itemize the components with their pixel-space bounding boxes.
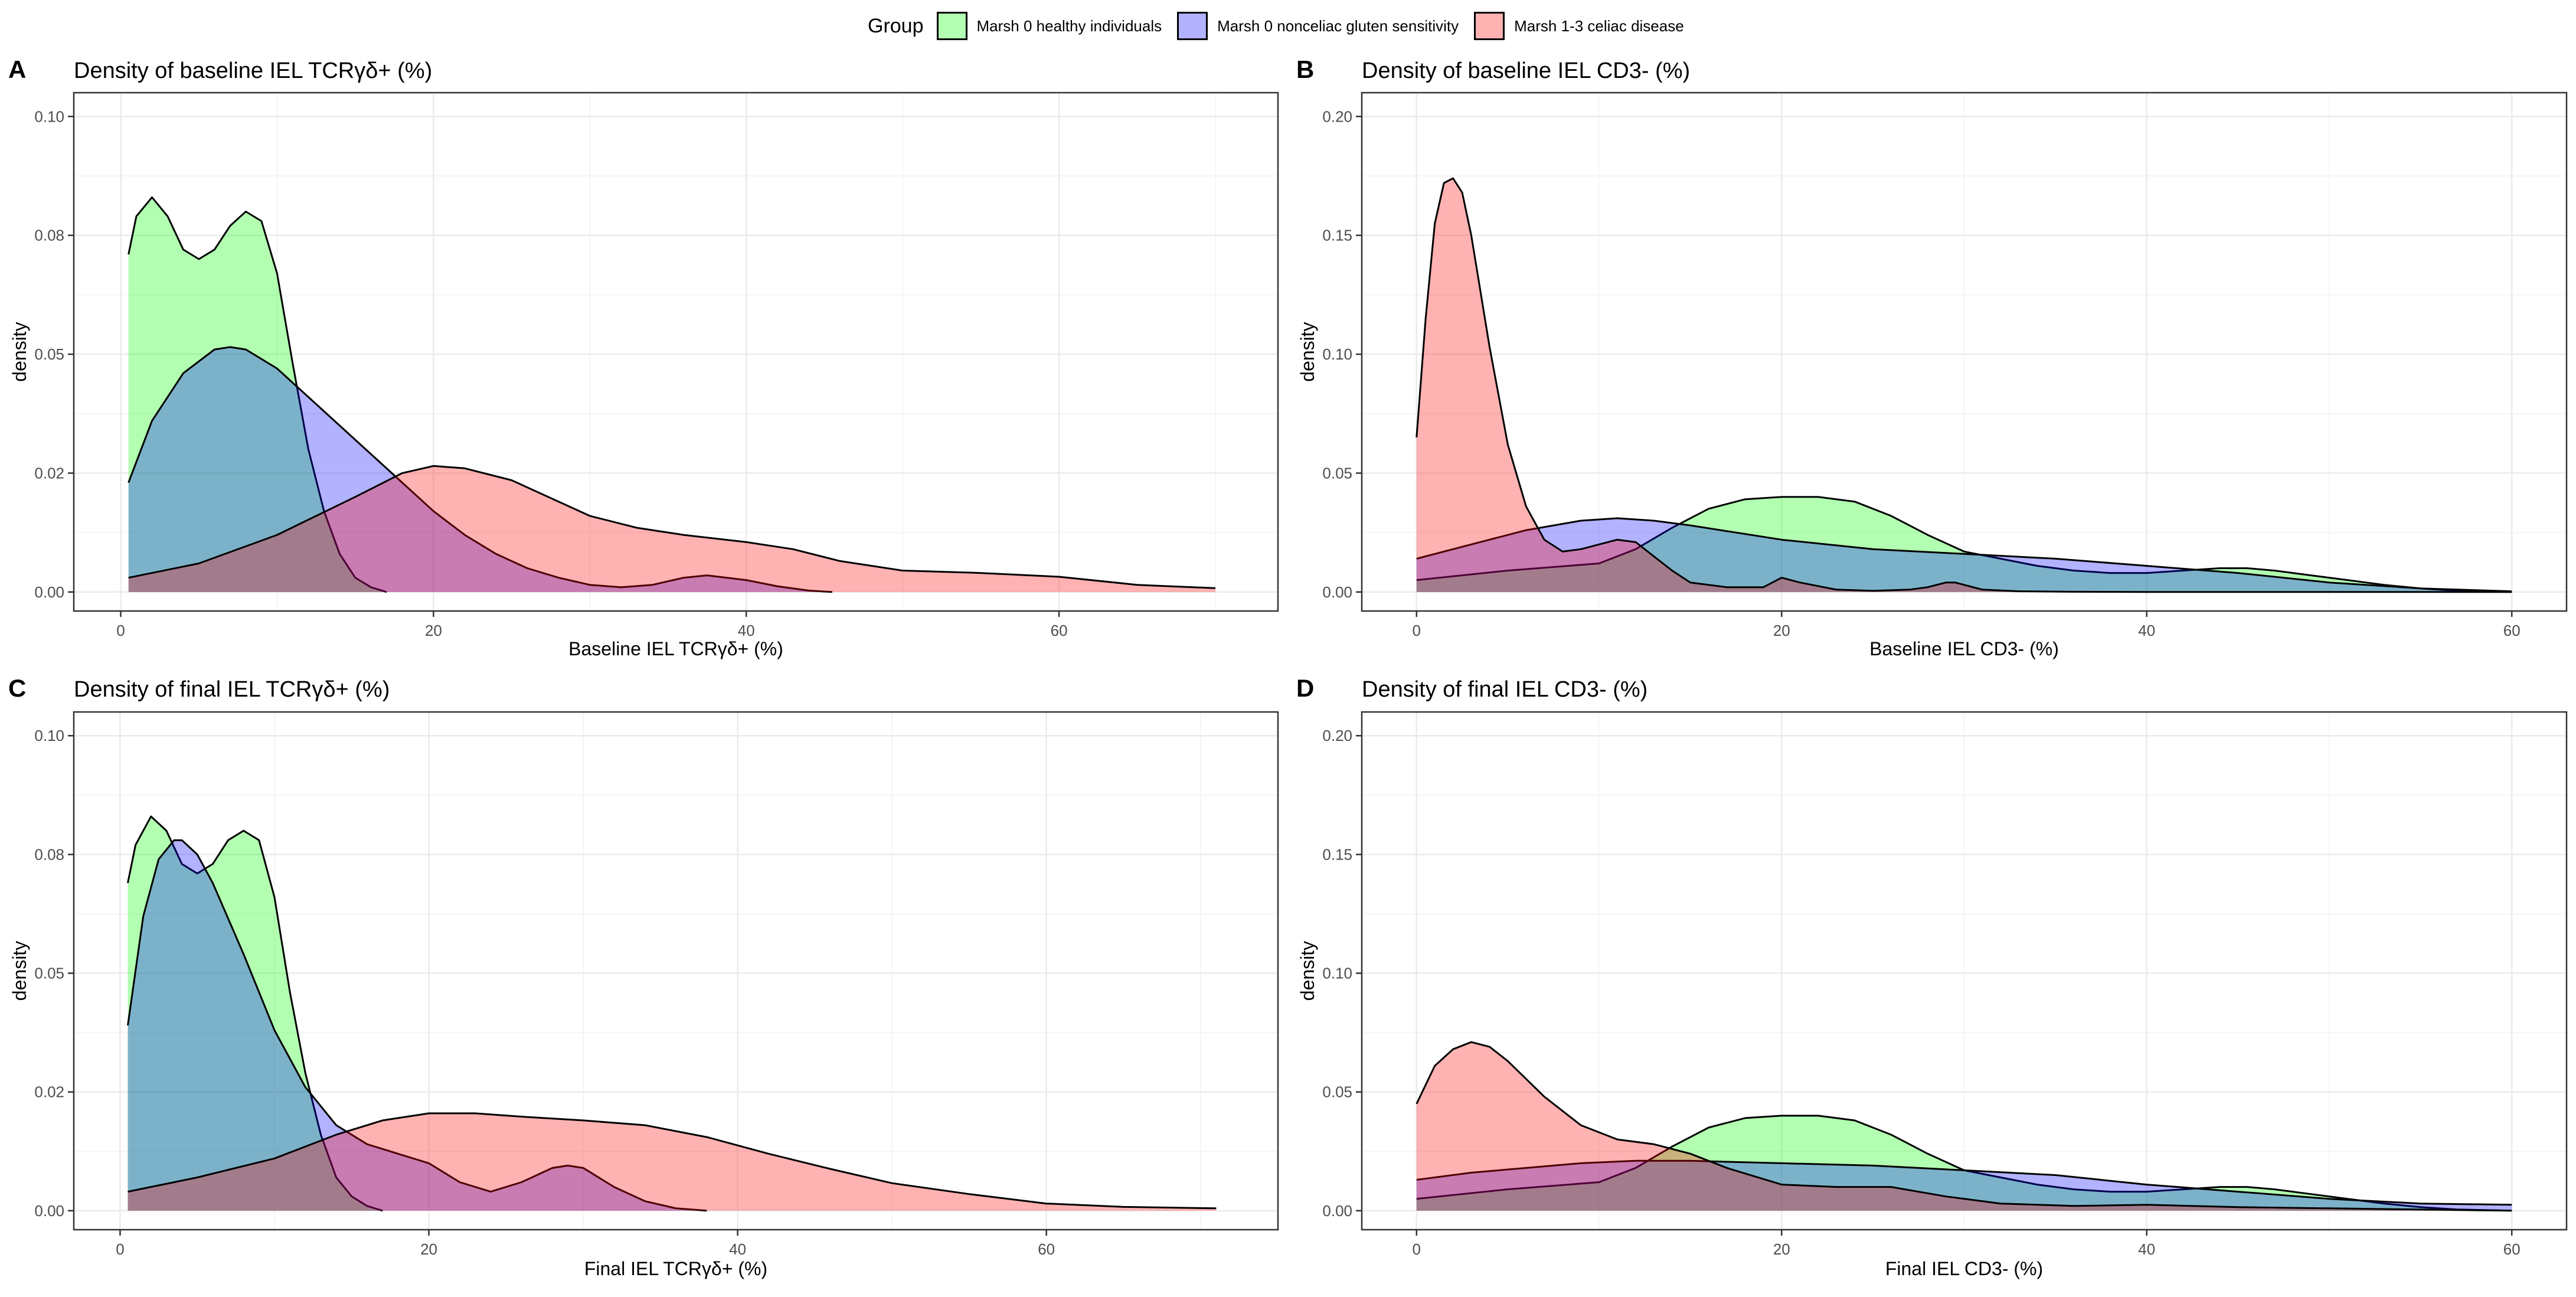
legend-item-healthy: Marsh 0 healthy individuals [936, 12, 1162, 40]
panel-a: 0 20 40 60 0.00 0.02 0.05 0.08 0.10 Baseline IEL … [8, 55, 1279, 659]
y-tick-label: 0.20 [1322, 107, 1352, 125]
x-tick-label: 20 [1773, 1240, 1790, 1258]
y-tick-label: 0.00 [34, 1202, 64, 1220]
x-tick-label: 40 [2138, 622, 2155, 639]
density-line-ncgs [127, 839, 707, 1212]
panel-border [1361, 711, 2568, 1231]
panel-title: Density of baseline IEL CD3- (%) [1362, 58, 1690, 83]
legend-item-celiac: Marsh 1-3 celiac disease [1474, 12, 1684, 40]
panel-d: 0 20 40 60 0.00 0.05 0.10 0.15 0.20 Final IEL CD3… [1296, 674, 2568, 1279]
density-area-healthy [128, 197, 387, 592]
legend-key-healthy [936, 12, 967, 40]
legend-label-ncgs: Marsh 0 nonceliac gluten sensitivity [1217, 17, 1459, 35]
density-area-ncgs [128, 840, 707, 1211]
y-tick-label: 0.00 [34, 583, 64, 601]
x-tick-label: 20 [1773, 622, 1790, 639]
x-tick-label: 0 [116, 1240, 124, 1258]
density-area-healthy [1416, 1115, 2512, 1211]
x-tick-label: 60 [2503, 1240, 2521, 1258]
y-axis-title: density [1297, 322, 1318, 381]
y-tick-label: 0.10 [34, 107, 64, 125]
y-tick-label: 0.15 [1322, 845, 1352, 863]
legend: Group Marsh 0 healthy individuals Marsh … [0, 0, 2576, 53]
x-tick-label: 40 [2138, 1240, 2155, 1258]
legend-item-ncgs: Marsh 0 nonceliac gluten sensitivity [1177, 12, 1459, 40]
density-line-ncgs [128, 346, 832, 593]
y-tick-label: 0.05 [34, 345, 64, 363]
density-line-healthy [1416, 1115, 2512, 1212]
legend-label-healthy: Marsh 0 healthy individuals [976, 17, 1162, 35]
x-tick-label: 0 [1413, 622, 1421, 639]
density-line-healthy [128, 196, 387, 593]
legend-title: Group [868, 14, 924, 37]
density-line-celiac [1416, 1041, 2512, 1212]
density-area-healthy [128, 816, 383, 1211]
panel-letter: A [8, 55, 26, 83]
x-tick-label: 60 [1051, 622, 1068, 639]
y-tick-label: 0.10 [1322, 965, 1352, 982]
density-line-ncgs [1416, 1159, 2512, 1206]
panel-border [73, 92, 1279, 612]
density-area-celiac [128, 466, 1216, 592]
panel-letter: B [1296, 55, 1314, 83]
y-tick-label: 0.08 [34, 227, 64, 244]
panel-title: Density of baseline IEL TCRγδ+ (%) [74, 58, 432, 83]
y-tick-label: 0.10 [1322, 345, 1352, 363]
density-line-celiac [1416, 177, 2512, 593]
panel-b: 0 20 40 60 0.00 0.05 0.10 0.15 0.20 Baseline IEL … [1296, 55, 2568, 659]
density-area-ncgs [1416, 1161, 2512, 1211]
plot-background [74, 93, 1278, 611]
y-tick-label: 0.10 [34, 727, 64, 744]
x-axis-title: Final IEL TCRγδ+ (%) [584, 1258, 767, 1279]
density-line-healthy [127, 815, 383, 1212]
panel-letter: D [1296, 674, 1314, 702]
x-tick-label: 20 [420, 1240, 437, 1258]
y-axis-title: density [1297, 941, 1318, 1001]
x-tick-label: 40 [738, 622, 755, 639]
density-area-celiac [1416, 178, 2512, 592]
x-tick-label: 0 [1413, 1240, 1421, 1258]
panel-border [1361, 92, 2568, 612]
density-area-celiac [128, 1113, 1217, 1211]
legend-key-celiac [1474, 12, 1505, 40]
y-tick-label: 0.05 [1322, 1083, 1352, 1101]
x-tick-label: 60 [1038, 1240, 1055, 1258]
y-tick-label: 0.05 [34, 965, 64, 982]
legend-label-celiac: Marsh 1-3 celiac disease [1514, 17, 1684, 35]
x-tick-label: 40 [729, 1240, 746, 1258]
panel-title: Density of final IEL TCRγδ+ (%) [74, 677, 390, 702]
x-axis-title: Final IEL CD3- (%) [1885, 1258, 2043, 1279]
legend-key-ncgs [1177, 12, 1208, 40]
x-tick-label: 0 [116, 622, 125, 639]
x-axis-title: Baseline IEL CD3- (%) [1869, 638, 2059, 659]
y-tick-label: 0.15 [1322, 227, 1352, 244]
density-area-ncgs [128, 347, 832, 592]
density-line-ncgs [1416, 517, 2512, 593]
density-line-celiac [128, 1112, 1217, 1210]
density-area-celiac [1416, 1042, 2512, 1211]
y-tick-label: 0.05 [1322, 464, 1352, 482]
panel-title: Density of final IEL CD3- (%) [1362, 677, 1647, 702]
y-tick-label: 0.00 [1322, 1202, 1352, 1220]
y-tick-label: 0.02 [34, 464, 64, 482]
panel-c: 0 20 40 60 0.00 0.02 0.05 0.08 0.10 Final IEL TCR… [8, 674, 1279, 1279]
panel-border [73, 711, 1279, 1231]
y-axis-title: density [9, 941, 30, 1001]
y-axis-title: density [9, 322, 30, 381]
y-tick-label: 0.02 [34, 1083, 64, 1101]
density-line-healthy [1416, 496, 2512, 593]
y-tick-label: 0.08 [34, 845, 64, 863]
y-tick-label: 0.00 [1322, 583, 1352, 601]
x-tick-label: 60 [2503, 622, 2521, 639]
x-tick-label: 20 [425, 622, 442, 639]
y-tick-label: 0.20 [1322, 727, 1352, 744]
x-axis-title: Baseline IEL TCRγδ+ (%) [568, 638, 783, 659]
panel-letter: C [8, 674, 26, 702]
density-line-celiac [128, 465, 1216, 589]
